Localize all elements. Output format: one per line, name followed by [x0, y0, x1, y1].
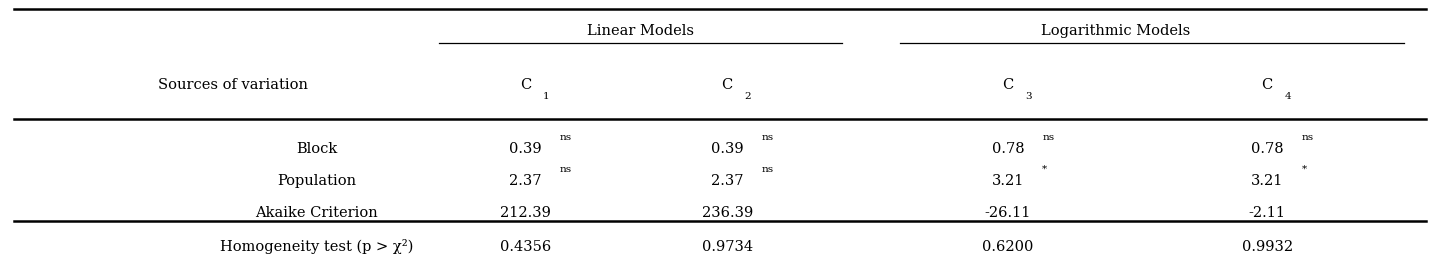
- Text: 212.39: 212.39: [500, 206, 552, 220]
- Text: Linear Models: Linear Models: [588, 24, 694, 38]
- Text: Logarithmic Models: Logarithmic Models: [1041, 24, 1191, 38]
- Text: C: C: [1261, 78, 1273, 92]
- Text: 3.21: 3.21: [992, 174, 1024, 188]
- Text: 0.78: 0.78: [992, 142, 1024, 156]
- Text: 2: 2: [744, 92, 752, 101]
- Text: Akaike Criterion: Akaike Criterion: [255, 206, 379, 220]
- Text: ns: ns: [560, 133, 572, 142]
- Text: 0.39: 0.39: [711, 142, 743, 156]
- Text: -2.11: -2.11: [1248, 206, 1286, 220]
- Text: 0.78: 0.78: [1251, 142, 1283, 156]
- Text: ns: ns: [1302, 133, 1313, 142]
- Text: C: C: [1002, 78, 1014, 92]
- Text: 0.4356: 0.4356: [500, 240, 552, 254]
- Text: 4: 4: [1284, 92, 1292, 101]
- Text: ns: ns: [560, 165, 572, 174]
- Text: 2.37: 2.37: [510, 174, 541, 188]
- Text: C: C: [721, 78, 733, 92]
- Text: Homogeneity test (p > χ²): Homogeneity test (p > χ²): [220, 239, 413, 254]
- Text: ns: ns: [762, 133, 773, 142]
- Text: *: *: [1302, 165, 1306, 174]
- Text: 3: 3: [1025, 92, 1032, 101]
- Text: ns: ns: [762, 165, 773, 174]
- Text: ns: ns: [1043, 133, 1054, 142]
- Text: 0.9932: 0.9932: [1241, 240, 1293, 254]
- Text: 0.39: 0.39: [510, 142, 541, 156]
- Text: Block: Block: [297, 142, 337, 156]
- Text: 236.39: 236.39: [701, 206, 753, 220]
- Text: 2.37: 2.37: [711, 174, 743, 188]
- Text: C: C: [520, 78, 531, 92]
- Text: -26.11: -26.11: [985, 206, 1031, 220]
- Text: 3.21: 3.21: [1251, 174, 1283, 188]
- Text: Sources of variation: Sources of variation: [158, 78, 308, 92]
- Text: *: *: [1043, 165, 1047, 174]
- Text: 1: 1: [543, 92, 550, 101]
- Text: Population: Population: [278, 174, 356, 188]
- Text: 0.6200: 0.6200: [982, 240, 1034, 254]
- Text: 0.9734: 0.9734: [701, 240, 753, 254]
